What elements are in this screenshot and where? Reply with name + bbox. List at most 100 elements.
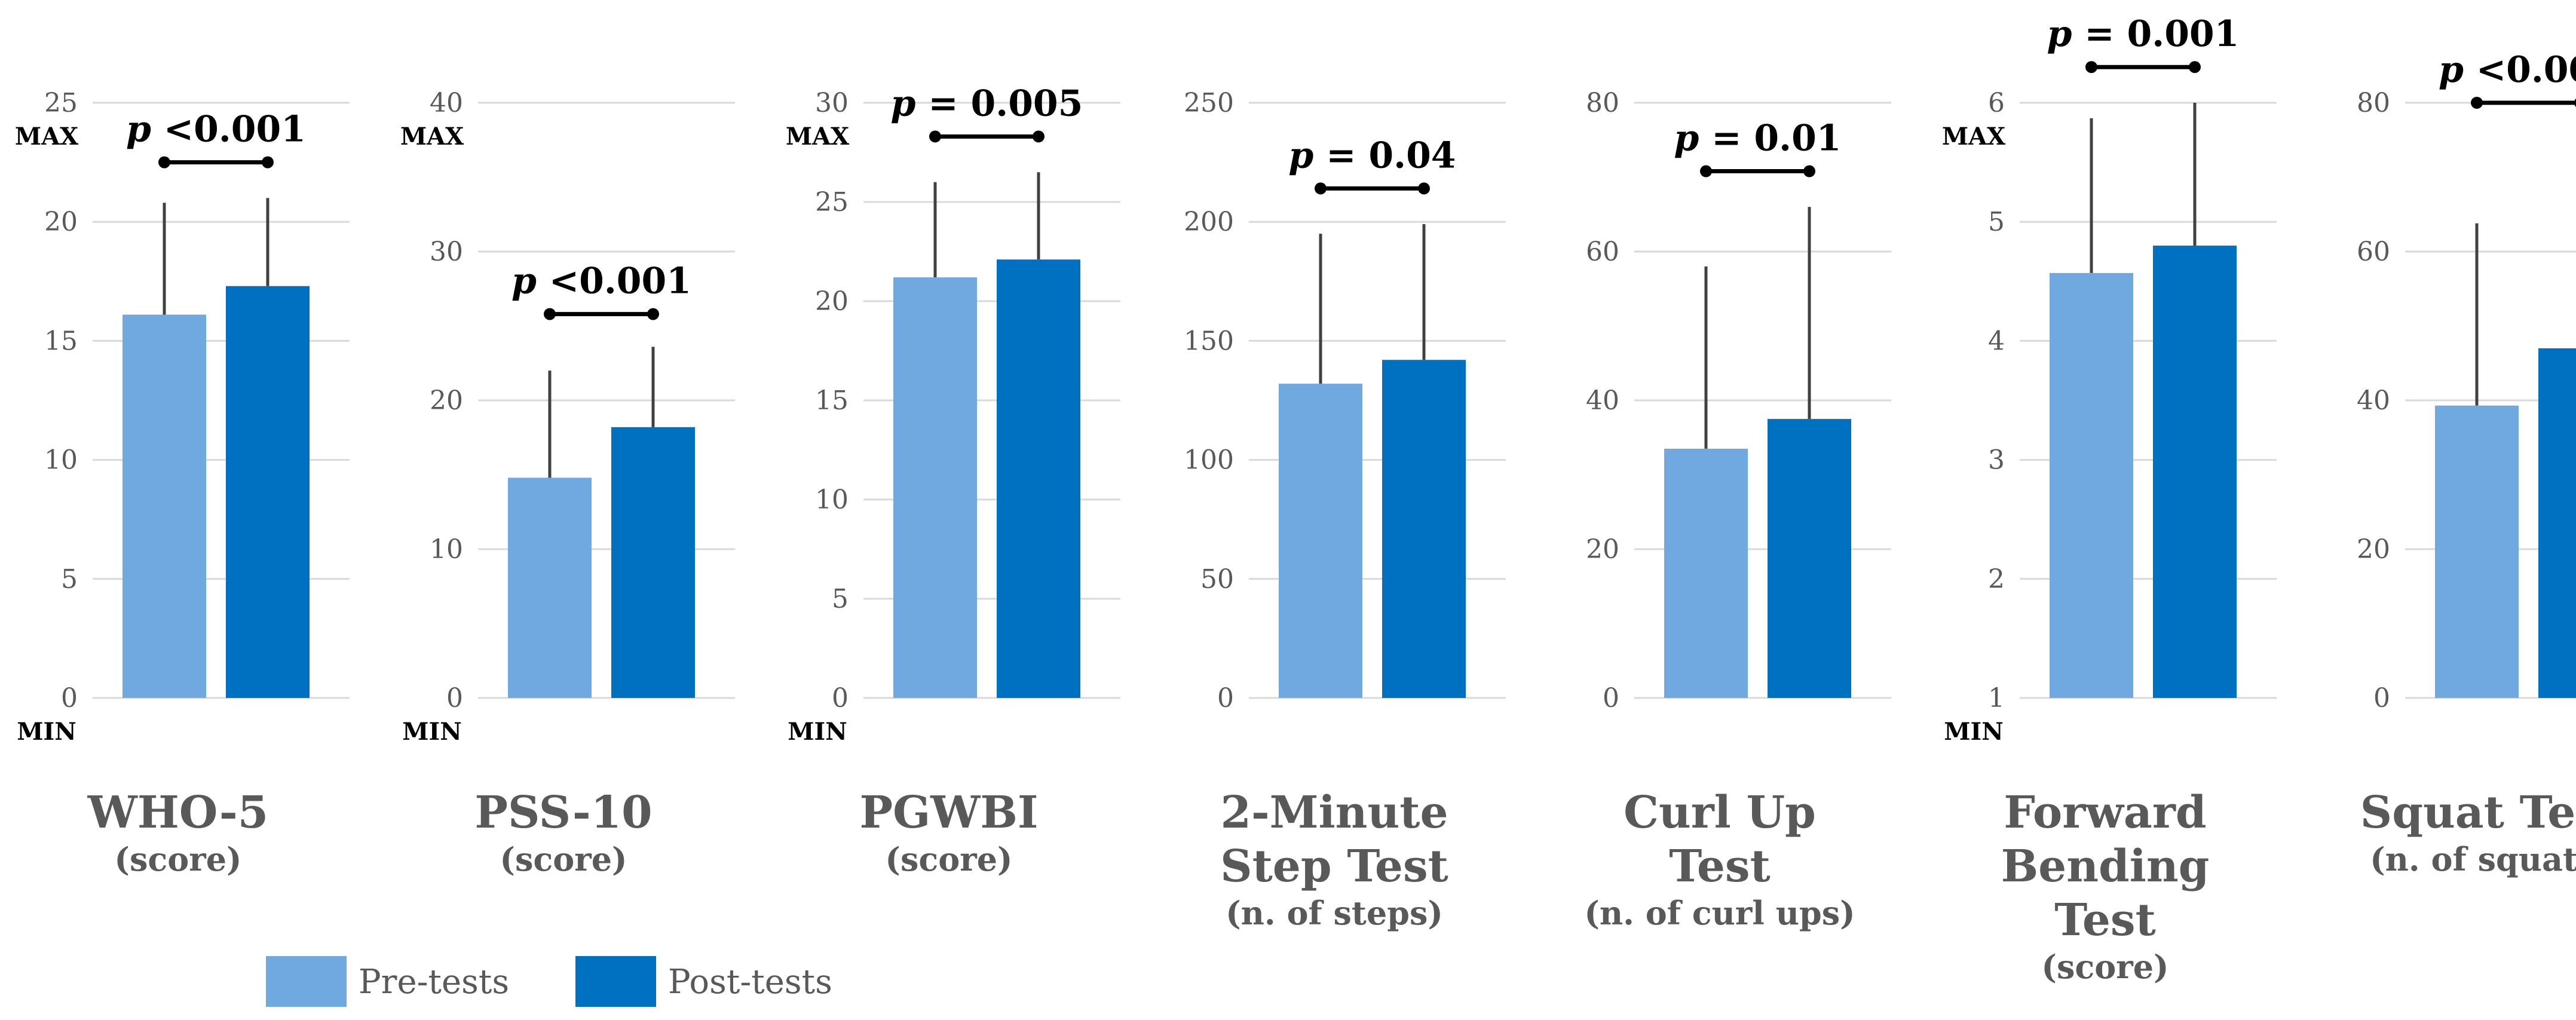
y-tick-label: 20 bbox=[2357, 534, 2390, 565]
y-tick-label: 20 bbox=[44, 207, 78, 237]
bar-pre-pss10[interactable] bbox=[508, 477, 592, 698]
min-label: MIN bbox=[17, 718, 76, 746]
y-tick-label: 3 bbox=[1988, 445, 2005, 476]
y-tick-label: 0 bbox=[2373, 683, 2390, 713]
y-tick-label: 50 bbox=[1200, 564, 1234, 595]
bracket-end-dot bbox=[2189, 61, 2201, 73]
p-value-label: p <0.001 bbox=[511, 261, 691, 302]
legend-swatch-pre bbox=[266, 956, 347, 1007]
p-value-label: p <0.001 bbox=[2439, 49, 2576, 91]
y-tick-label: 5 bbox=[832, 584, 849, 614]
category-subtitle: (n. of squats) bbox=[2370, 840, 2576, 878]
y-tick-label: 20 bbox=[815, 286, 849, 317]
y-tick-label: 15 bbox=[815, 385, 849, 416]
category-title: 2-Minute bbox=[1220, 787, 1448, 838]
bar-post-squat[interactable] bbox=[2538, 348, 2576, 698]
y-tick-label: 5 bbox=[61, 564, 78, 595]
y-tick-label: 80 bbox=[1586, 88, 1619, 118]
bar-pre-squat[interactable] bbox=[2435, 405, 2519, 698]
category-title: Test bbox=[2054, 895, 2156, 946]
y-tick-label: 40 bbox=[430, 88, 463, 118]
y-tick-label: 25 bbox=[44, 88, 78, 118]
category-subtitle: (score) bbox=[885, 840, 1012, 878]
y-tick-label: 1 bbox=[1988, 683, 2005, 713]
bracket-end-dot bbox=[1315, 182, 1327, 195]
y-tick-label: 4 bbox=[1988, 326, 2005, 356]
bracket-end-dot bbox=[2471, 97, 2483, 109]
y-tick-label: 10 bbox=[44, 445, 78, 476]
min-label: MIN bbox=[402, 718, 462, 746]
category-title: Test bbox=[1669, 841, 1771, 892]
y-tick-label: 0 bbox=[61, 683, 78, 713]
y-tick-label: 2 bbox=[1988, 564, 2005, 595]
p-value-label: p <0.001 bbox=[126, 109, 306, 151]
category-subtitle: (n. of steps) bbox=[1226, 894, 1443, 932]
y-tick-label: 200 bbox=[1184, 207, 1234, 237]
y-tick-label: 20 bbox=[430, 385, 463, 416]
category-title: Step Test bbox=[1220, 841, 1448, 892]
bar-post-who5[interactable] bbox=[226, 286, 310, 698]
p-value-label: p = 0.01 bbox=[1674, 118, 1841, 160]
max-label: MAX bbox=[400, 122, 464, 151]
bar-pre-who5[interactable] bbox=[122, 314, 206, 698]
y-tick-label: 0 bbox=[1217, 683, 1234, 713]
y-tick-label: 5 bbox=[1988, 207, 2005, 237]
bracket-end-dot bbox=[544, 308, 556, 320]
category-title: Forward bbox=[2004, 787, 2206, 838]
y-tick-label: 250 bbox=[1184, 88, 1234, 118]
legend: Pre-tests Post-tests bbox=[266, 956, 832, 1007]
bar-pre-forward[interactable] bbox=[2050, 272, 2133, 699]
chart-panel-pss10: 0 10 20 30 40 MAX MIN p <0.001 PSS-10(score) bbox=[400, 88, 735, 878]
bar-post-step[interactable] bbox=[1382, 360, 1466, 698]
y-tick-label: 30 bbox=[430, 237, 463, 267]
bracket-end-dot bbox=[1700, 165, 1712, 177]
category-subtitle: (score) bbox=[114, 840, 241, 878]
bracket-end-dot bbox=[929, 130, 941, 143]
y-tick-label: 40 bbox=[2357, 385, 2390, 416]
bracket-end-dot bbox=[1803, 165, 1815, 177]
legend-label-post: Post-tests bbox=[668, 963, 832, 1001]
y-tick-label: 60 bbox=[2357, 237, 2390, 267]
bracket-end-dot bbox=[158, 156, 170, 169]
bar-pre-step[interactable] bbox=[1279, 384, 1362, 698]
category-subtitle: (n. of curl ups) bbox=[1584, 894, 1855, 932]
chart-panel-forward: 1 2 3 4 5 6 MAX MIN p = 0.001 ForwardBendingTest(… bbox=[1942, 13, 2277, 986]
bracket-end-dot bbox=[262, 156, 274, 169]
min-label: MIN bbox=[788, 718, 847, 746]
y-tick-label: 6 bbox=[1988, 88, 2005, 118]
y-tick-label: 10 bbox=[815, 485, 849, 515]
bar-post-forward[interactable] bbox=[2153, 246, 2237, 698]
bar-post-pgwbi[interactable] bbox=[997, 259, 1080, 698]
max-label: MAX bbox=[786, 122, 849, 151]
category-title: Bending bbox=[2001, 841, 2210, 892]
category-title: PGWBI bbox=[859, 787, 1038, 838]
chart-panel-pgwbi: 0 5 10 15 20 25 30 MAX MIN p = 0.005 PGWBI(score) bbox=[786, 82, 1120, 878]
max-label: MAX bbox=[15, 122, 78, 151]
p-value-label: p = 0.04 bbox=[1288, 134, 1456, 176]
bar-post-pss10[interactable] bbox=[611, 427, 695, 698]
y-tick-label: 10 bbox=[430, 534, 463, 565]
min-label: MIN bbox=[1944, 718, 2004, 746]
category-title: WHO-5 bbox=[87, 787, 268, 838]
bracket-end-dot bbox=[2085, 61, 2097, 73]
y-tick-label: 40 bbox=[1586, 385, 1619, 416]
category-title: PSS-10 bbox=[474, 787, 652, 838]
y-tick-label: 150 bbox=[1184, 326, 1234, 356]
y-tick-label: 100 bbox=[1184, 445, 1234, 476]
chart-panel-who5: 0 5 10 15 20 25 MAX MIN p <0.001 WHO-5(score) bbox=[15, 88, 350, 878]
bar-post-curl[interactable] bbox=[1768, 419, 1851, 698]
y-tick-label: 30 bbox=[815, 88, 849, 118]
y-tick-label: 0 bbox=[446, 683, 463, 713]
chart-panel-squat: 0 20 40 60 80 p <0.001 Squat Test(n. of squats… bbox=[2357, 49, 2576, 878]
y-tick-label: 0 bbox=[832, 683, 849, 713]
bracket-end-dot bbox=[2574, 98, 2576, 108]
category-subtitle: (score) bbox=[500, 840, 627, 878]
y-tick-label: 20 bbox=[1586, 534, 1619, 565]
bar-pre-pgwbi[interactable] bbox=[893, 277, 977, 698]
legend-label-pre: Pre-tests bbox=[359, 963, 509, 1001]
bar-pre-curl[interactable] bbox=[1664, 448, 1748, 698]
